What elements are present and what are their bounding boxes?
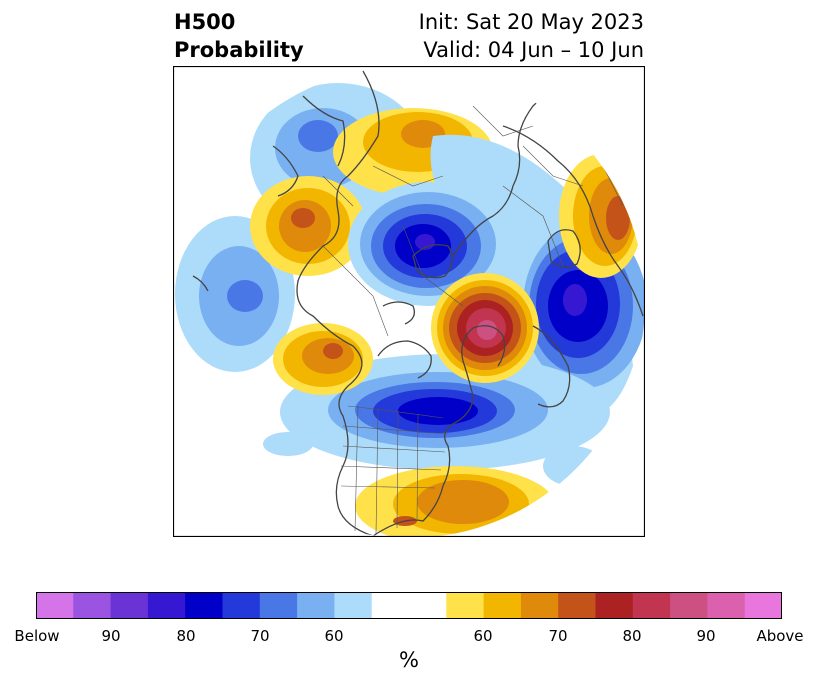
colorbar-cell [744, 592, 782, 619]
valid-range: Valid: 04 Jun – 10 Jun [423, 38, 644, 62]
colorbar-cell [483, 592, 522, 619]
colorbar-tick-below-90: 90 [101, 627, 121, 645]
colorbar-tick-above: Above [756, 627, 804, 645]
init-date: Init: Sat 20 May 2023 [418, 10, 644, 34]
colorbar-cell [632, 592, 671, 619]
anomaly-above-east-siberia [250, 176, 366, 276]
colorbar-tick-below: Below [14, 627, 60, 645]
title-variable: H500 [174, 10, 236, 34]
colorbar-cell [185, 592, 223, 619]
colorbar-cell [36, 592, 74, 619]
colorbar-tick-below-70: 70 [250, 627, 270, 645]
colorbar-tick-above-60: 60 [473, 627, 493, 645]
colorbar-tick-above-80: 80 [622, 627, 642, 645]
colorbar-cells [36, 592, 782, 619]
colorbar-cell [147, 592, 186, 619]
colorbar-tick-above-70: 70 [548, 627, 568, 645]
colorbar-cell [558, 592, 596, 619]
colorbar-cell [222, 592, 261, 619]
map-frame [173, 66, 645, 537]
colorbar-cell [707, 592, 746, 619]
colorbar-tick-below-60: 60 [324, 627, 344, 645]
anomaly-above-alaska [273, 323, 373, 395]
colorbar-cell [334, 592, 373, 619]
colorbar-cell [371, 592, 410, 619]
title-product: Probability [174, 38, 304, 62]
colorbar-tick-below-80: 80 [176, 627, 196, 645]
title-right: Init: Sat 20 May 2023 Valid: 04 Jun – 10… [419, 8, 644, 64]
colorbar-cell [595, 592, 634, 619]
colorbar [36, 592, 782, 619]
colorbar-cell [73, 592, 112, 619]
colorbar-cell [259, 592, 298, 619]
title-left: H500 Probability [174, 8, 304, 64]
colorbar-cell [446, 592, 485, 619]
colorbar-cell [110, 592, 149, 619]
colorbar-label: % [399, 648, 419, 672]
anomaly-below-northern-canada [348, 182, 508, 306]
colorbar-cell [670, 592, 708, 619]
probability-map [173, 66, 645, 537]
colorbar-cell [409, 592, 447, 619]
colorbar-cell [297, 592, 335, 619]
colorbar-tick-above-90: 90 [696, 627, 716, 645]
colorbar-cell [520, 592, 559, 619]
anomaly-above-hudson-bay [431, 273, 539, 383]
